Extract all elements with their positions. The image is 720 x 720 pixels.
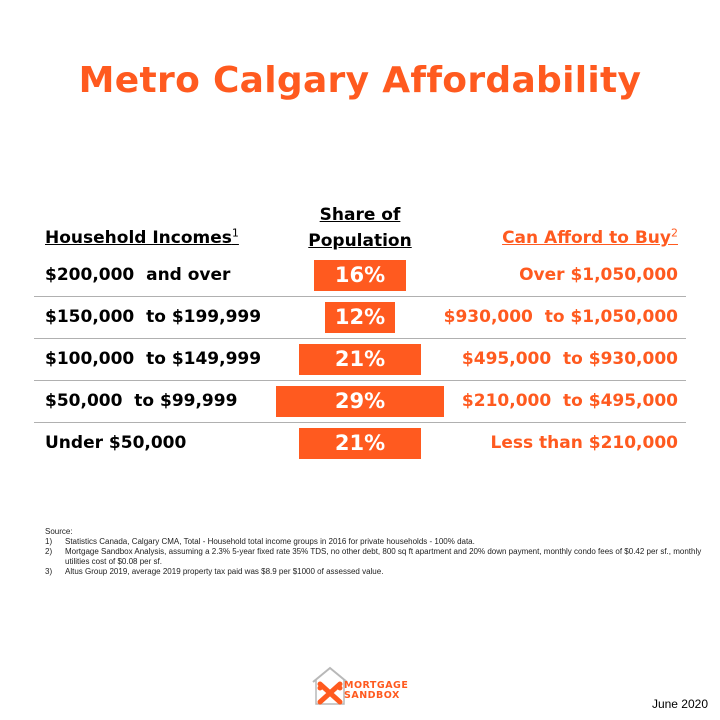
- afford-range: $495,000 to $930,000: [461, 349, 678, 369]
- note-number: 3): [45, 567, 53, 576]
- note-number: 1): [45, 537, 53, 546]
- row-divider: [34, 338, 686, 339]
- income-range: Under $50,000: [45, 433, 187, 453]
- note-text: Mortgage Sandbox Analysis, assuming a 2.…: [65, 547, 702, 566]
- table-row: $150,000 to $199,999 12% $930,000 to $1,…: [34, 297, 686, 339]
- footnote-ref-2: 2: [671, 226, 678, 240]
- footnote-ref-1: 1: [231, 226, 239, 240]
- share-bar: 16%: [313, 260, 407, 291]
- page-title: Metro Calgary Affordability: [78, 60, 642, 101]
- row-divider: [34, 422, 686, 423]
- note-text: Statistics Canada, Calgary CMA, Total - …: [65, 537, 475, 546]
- share-header-line1: Share of: [319, 205, 401, 225]
- table-row: $100,000 to $149,999 21% $495,000 to $93…: [34, 339, 686, 381]
- date-label: June 2020: [651, 697, 708, 711]
- share-bar: 21%: [299, 344, 421, 375]
- source-note: 2) Mortgage Sandbox Analysis, assuming a…: [45, 547, 705, 567]
- income-range: $100,000 to $149,999: [45, 349, 262, 369]
- source-note: 3) Altus Group 2019, average 2019 proper…: [45, 567, 705, 577]
- note-number: 2): [45, 547, 53, 556]
- row-divider: [34, 380, 686, 381]
- income-range: $150,000 to $199,999: [45, 307, 262, 327]
- table-row: $200,000 and over 16% Over $1,050,000: [34, 255, 686, 297]
- source-note: 1) Statistics Canada, Calgary CMA, Total…: [45, 537, 705, 547]
- afford-range: Over $1,050,000: [519, 265, 678, 285]
- income-range: $50,000 to $99,999: [45, 391, 238, 411]
- share-bar: 29%: [275, 386, 445, 417]
- source-notes: Source: 1) Statistics Canada, Calgary CM…: [45, 527, 705, 577]
- income-range: $200,000 and over: [45, 265, 231, 285]
- house-x-logo-icon: [312, 666, 348, 705]
- logo-text-line1: MORTGAGE: [344, 680, 409, 691]
- household-incomes-header-label: Household Incomes: [45, 228, 232, 248]
- table-row: Under $50,000 21% Less than $210,000: [34, 423, 686, 465]
- household-incomes-header: Household Incomes1: [45, 226, 239, 248]
- can-afford-header: Can Afford to Buy2: [502, 226, 678, 248]
- note-text: Altus Group 2019, average 2019 property …: [65, 567, 384, 576]
- table-row: $50,000 to $99,999 29% $210,000 to $495,…: [34, 381, 686, 423]
- share-bar: 12%: [325, 302, 395, 333]
- row-divider: [34, 296, 686, 297]
- share-header-line2: Population: [308, 231, 412, 251]
- logo-text-line2: SANDBOX: [344, 690, 400, 701]
- can-afford-header-label: Can Afford to Buy: [502, 228, 671, 248]
- mortgage-sandbox-logo: MORTGAGE SANDBOX: [310, 664, 414, 708]
- afford-range: $930,000 to $1,050,000: [443, 307, 678, 327]
- share-of-population-header: Share of Population: [300, 202, 420, 254]
- source-label: Source:: [45, 527, 73, 536]
- afford-range: $210,000 to $495,000: [461, 391, 678, 411]
- afford-range: Less than $210,000: [490, 433, 679, 453]
- share-bar: 21%: [299, 428, 421, 459]
